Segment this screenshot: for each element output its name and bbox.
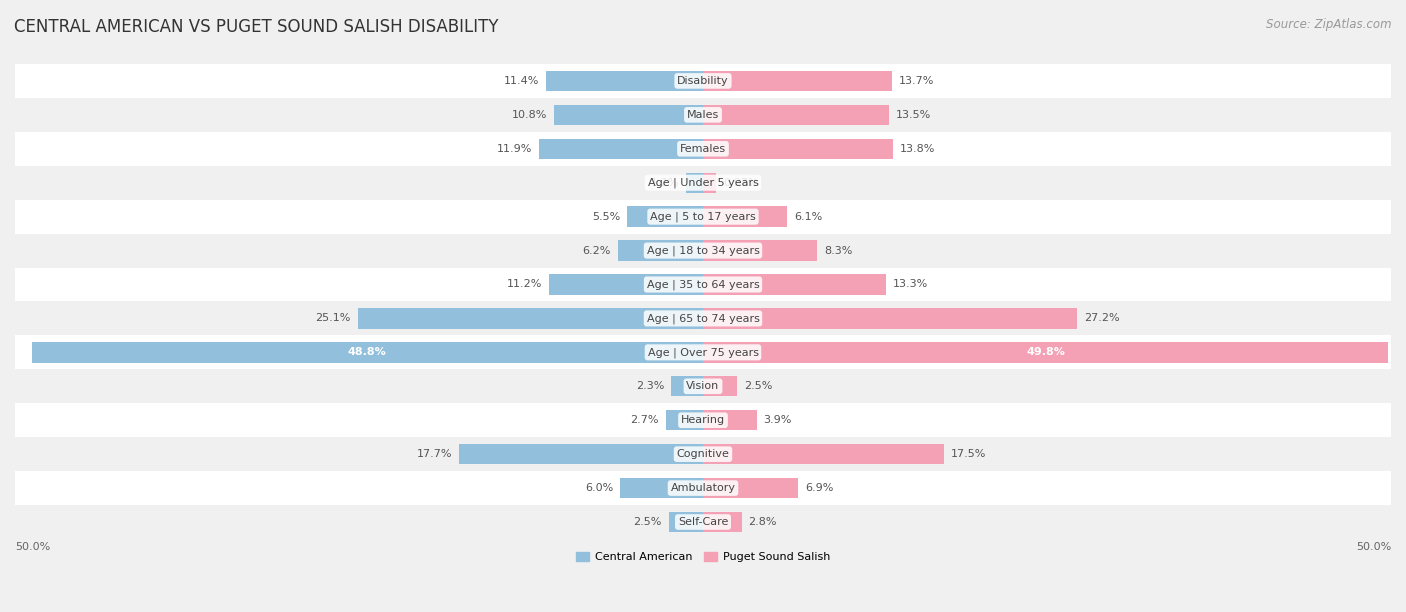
Bar <box>666 410 703 430</box>
Text: 13.3%: 13.3% <box>893 280 928 289</box>
Text: Age | 5 to 17 years: Age | 5 to 17 years <box>650 211 756 222</box>
Bar <box>15 471 1391 505</box>
Text: 27.2%: 27.2% <box>1084 313 1119 323</box>
Bar <box>15 132 1391 166</box>
Bar <box>703 206 787 227</box>
Bar <box>357 308 703 329</box>
Bar <box>15 403 1391 437</box>
Bar <box>703 241 817 261</box>
Text: 13.8%: 13.8% <box>900 144 935 154</box>
Text: Cognitive: Cognitive <box>676 449 730 459</box>
Text: 11.4%: 11.4% <box>503 76 540 86</box>
Bar <box>703 138 893 159</box>
Text: 49.8%: 49.8% <box>1026 348 1066 357</box>
Bar <box>617 241 703 261</box>
Text: 0.97%: 0.97% <box>723 177 759 188</box>
Text: Vision: Vision <box>686 381 720 391</box>
Text: 50.0%: 50.0% <box>15 542 51 553</box>
Text: 2.7%: 2.7% <box>630 415 659 425</box>
Bar <box>703 342 1388 362</box>
Bar <box>703 308 1077 329</box>
Bar <box>31 342 703 362</box>
Text: 6.2%: 6.2% <box>582 245 610 256</box>
Bar <box>671 376 703 397</box>
Bar <box>554 105 703 125</box>
Bar <box>703 376 737 397</box>
Bar <box>15 64 1391 98</box>
Text: 2.5%: 2.5% <box>744 381 773 391</box>
Text: 48.8%: 48.8% <box>347 348 387 357</box>
Text: 10.8%: 10.8% <box>512 110 547 120</box>
Bar <box>703 410 756 430</box>
Text: 11.2%: 11.2% <box>506 280 541 289</box>
Bar <box>15 267 1391 302</box>
Bar <box>15 505 1391 539</box>
Bar <box>548 274 703 295</box>
Bar <box>703 105 889 125</box>
Text: Age | Over 75 years: Age | Over 75 years <box>648 347 758 357</box>
Bar <box>540 138 703 159</box>
Bar <box>460 444 703 465</box>
Text: Disability: Disability <box>678 76 728 86</box>
Text: Age | 18 to 34 years: Age | 18 to 34 years <box>647 245 759 256</box>
Text: 17.5%: 17.5% <box>950 449 986 459</box>
Text: 2.8%: 2.8% <box>748 517 778 527</box>
Bar <box>15 98 1391 132</box>
Text: Females: Females <box>681 144 725 154</box>
Bar <box>546 71 703 91</box>
Text: 11.9%: 11.9% <box>496 144 533 154</box>
Bar <box>627 206 703 227</box>
Text: 50.0%: 50.0% <box>1355 542 1391 553</box>
Legend: Central American, Puget Sound Salish: Central American, Puget Sound Salish <box>572 548 834 567</box>
Bar <box>15 234 1391 267</box>
Bar <box>15 302 1391 335</box>
Bar <box>15 335 1391 369</box>
Bar <box>703 274 886 295</box>
Bar <box>620 478 703 498</box>
Text: Self-Care: Self-Care <box>678 517 728 527</box>
Bar <box>669 512 703 532</box>
Bar <box>703 444 943 465</box>
Text: 2.3%: 2.3% <box>636 381 665 391</box>
Bar <box>703 478 799 498</box>
Bar <box>15 369 1391 403</box>
Text: 6.9%: 6.9% <box>804 483 834 493</box>
Bar <box>703 173 716 193</box>
Text: Ambulatory: Ambulatory <box>671 483 735 493</box>
Bar <box>703 71 891 91</box>
Text: Males: Males <box>688 110 718 120</box>
Text: 25.1%: 25.1% <box>315 313 350 323</box>
Text: CENTRAL AMERICAN VS PUGET SOUND SALISH DISABILITY: CENTRAL AMERICAN VS PUGET SOUND SALISH D… <box>14 18 499 36</box>
Bar <box>15 200 1391 234</box>
Text: 2.5%: 2.5% <box>633 517 662 527</box>
Text: 6.1%: 6.1% <box>794 212 823 222</box>
Text: 3.9%: 3.9% <box>763 415 792 425</box>
Bar <box>686 173 703 193</box>
Text: 13.5%: 13.5% <box>896 110 931 120</box>
Text: 8.3%: 8.3% <box>824 245 852 256</box>
Text: 17.7%: 17.7% <box>418 449 453 459</box>
Bar <box>15 437 1391 471</box>
Text: Hearing: Hearing <box>681 415 725 425</box>
Text: 5.5%: 5.5% <box>592 212 620 222</box>
Text: 6.0%: 6.0% <box>585 483 613 493</box>
Text: Source: ZipAtlas.com: Source: ZipAtlas.com <box>1267 18 1392 31</box>
Bar <box>15 166 1391 200</box>
Bar <box>703 512 741 532</box>
Text: 13.7%: 13.7% <box>898 76 934 86</box>
Text: Age | 35 to 64 years: Age | 35 to 64 years <box>647 279 759 289</box>
Text: Age | Under 5 years: Age | Under 5 years <box>648 177 758 188</box>
Text: 1.2%: 1.2% <box>651 177 679 188</box>
Text: Age | 65 to 74 years: Age | 65 to 74 years <box>647 313 759 324</box>
